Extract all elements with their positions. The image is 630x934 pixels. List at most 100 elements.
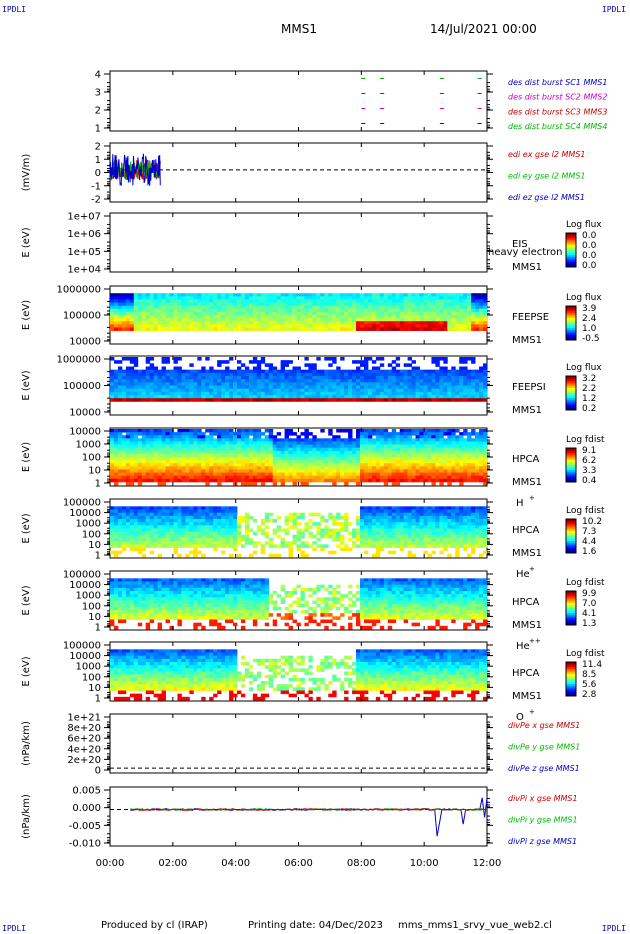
spectrogram-cell — [280, 360, 286, 364]
spectrogram-cell — [336, 382, 341, 386]
spectrogram-cell — [316, 395, 321, 399]
spectrogram-cell — [185, 369, 190, 374]
spectrogram-cell — [197, 528, 202, 533]
spectrogram-cell — [439, 469, 444, 473]
spectrogram-cell — [383, 308, 389, 313]
spectrogram-cell — [236, 429, 242, 433]
spectrogram-cell — [387, 435, 393, 439]
spectrogram-cell — [459, 366, 464, 371]
spectrogram-cell — [240, 302, 246, 307]
spectrogram-cell — [248, 293, 254, 297]
spectrogram-cell — [145, 509, 151, 514]
spectrogram-cell — [117, 538, 123, 542]
spectrogram-cell — [225, 398, 230, 402]
spectrogram-cell — [244, 366, 250, 371]
spectrogram-cell — [197, 299, 202, 303]
spectrogram-cell — [197, 379, 202, 383]
spectrogram-cell — [225, 438, 230, 442]
spectrogram-cell — [201, 308, 206, 313]
spectrogram-cell — [201, 318, 206, 322]
spectrogram-cell — [467, 466, 472, 470]
spectrogram-cell — [479, 293, 484, 297]
spectrogram-cell — [467, 438, 472, 442]
spectrogram-cell — [121, 544, 127, 548]
spectrogram-cell — [316, 308, 321, 313]
spectrogram-cell — [375, 522, 381, 526]
spectrogram-cell — [153, 382, 159, 386]
spectrogram-cell — [391, 441, 397, 445]
spectrogram-cell — [312, 398, 317, 402]
spectrogram-cell — [371, 293, 377, 297]
spectrogram-cell — [244, 463, 250, 467]
spectrogram-cell — [276, 293, 282, 297]
spectrogram-cell — [451, 444, 456, 449]
spectrogram-cell — [324, 321, 329, 325]
spectrogram-cell — [403, 305, 409, 310]
spectrogram-cell — [268, 308, 274, 313]
spectrogram-cell — [229, 444, 234, 449]
spectrogram-cell — [157, 299, 162, 303]
spectrogram-cell — [344, 463, 349, 467]
spectrogram-cell — [209, 432, 214, 436]
spectrogram-cell — [169, 398, 174, 402]
spectrogram-cell — [292, 311, 297, 316]
spectrogram-cell — [391, 398, 397, 402]
spectrogram-cell — [209, 435, 214, 439]
spectrogram-cell — [205, 525, 210, 529]
spectrogram-cell — [427, 450, 432, 455]
spectrogram-cell — [292, 538, 297, 542]
y-tick-label: 10 — [88, 466, 101, 477]
spectrogram-cell — [360, 534, 365, 539]
spectrogram-cell — [300, 515, 305, 520]
spectrogram-cell — [363, 296, 369, 300]
spectrogram-cell — [252, 293, 258, 297]
spectrogram-cell — [161, 447, 166, 452]
spectrogram-cell — [411, 305, 416, 310]
spectrogram-cell — [379, 512, 385, 517]
spectrogram-cell — [423, 299, 428, 303]
spectrogram-cell — [324, 369, 329, 374]
spectrogram-cell — [419, 466, 424, 470]
spectrogram-cell — [375, 550, 381, 555]
spectrogram-cell — [300, 327, 305, 331]
spectrogram-cell — [189, 376, 194, 380]
spectrogram-cell — [133, 363, 139, 367]
spectrogram-cell — [459, 478, 464, 483]
spectrogram-cell — [312, 522, 317, 526]
spectrogram-cell — [423, 293, 428, 297]
spectrogram-cell — [181, 450, 186, 455]
spectrogram-cell — [288, 478, 293, 483]
spectrogram-cell — [149, 395, 155, 399]
spectrogram-cell — [145, 388, 151, 393]
spectrogram-cell — [367, 528, 373, 533]
spectrogram-cell — [189, 429, 194, 433]
spectrogram-cell — [463, 391, 468, 396]
spectrogram-cell — [260, 382, 266, 386]
spectrogram-cell — [411, 299, 416, 303]
spectrogram-cell — [467, 472, 472, 477]
spectrogram-cell — [367, 308, 373, 313]
spectrogram-cell — [161, 435, 166, 439]
spectrogram-cell — [229, 327, 234, 331]
spectrogram-cell — [292, 376, 297, 380]
spectrogram-cell — [169, 305, 174, 310]
spectrogram-cell — [272, 457, 278, 461]
spectrogram-cell — [189, 315, 194, 319]
spectrogram-cell — [272, 318, 278, 322]
spectrogram-cell — [411, 432, 416, 436]
spectrogram-cell — [367, 512, 373, 517]
spectrogram-cell — [471, 466, 476, 470]
spectrogram-cell — [169, 385, 174, 390]
spectrogram-cell — [213, 525, 218, 529]
spectrogram-cell — [197, 293, 202, 297]
spectrogram-cell — [312, 327, 317, 331]
spectrogram-cell — [403, 324, 409, 328]
spectrogram-cell — [113, 432, 119, 436]
spectrogram-cell — [137, 460, 143, 464]
spectrogram-cell — [256, 366, 262, 371]
spectrogram-cell — [363, 438, 369, 442]
spectrogram-cell — [324, 379, 329, 383]
spectrogram-cell — [129, 296, 135, 300]
spectrogram-cell — [145, 382, 151, 386]
spectrogram-cell — [296, 441, 301, 445]
